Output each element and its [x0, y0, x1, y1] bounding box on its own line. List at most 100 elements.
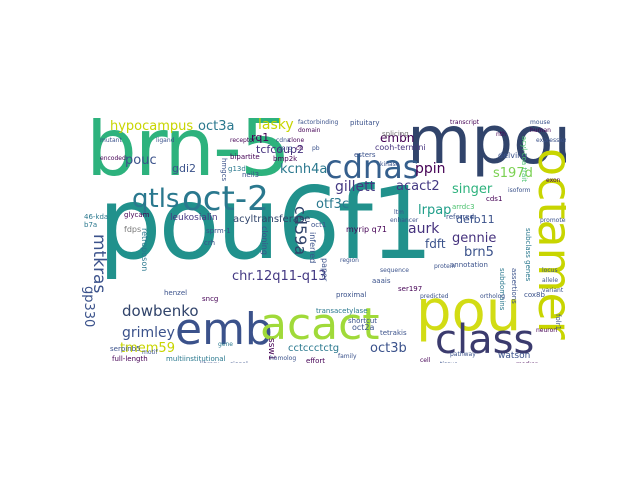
word-octamer: octamer — [528, 148, 566, 340]
word-pituitary: pituitary — [350, 119, 380, 127]
word-inferred: inferred — [308, 232, 317, 264]
word-gs: gs — [278, 145, 285, 152]
word-tmem59: tmem59 — [120, 341, 175, 356]
word-cooh: cooh-termini — [375, 143, 426, 152]
word-esters: esters — [354, 151, 376, 159]
word-ortholog: ortholog — [480, 293, 506, 300]
word-isoform: isoform — [508, 187, 531, 194]
word-promoter: promoter — [540, 217, 566, 224]
word-human: human — [530, 127, 551, 134]
word-mpou: mpou — [407, 118, 566, 179]
word-bipartite: bipartite — [230, 153, 260, 161]
word-kda: 46-kda — [84, 213, 109, 221]
word-serpinb5: serpinb5 — [110, 345, 141, 353]
word-oct2: oct-2 — [182, 179, 269, 219]
word-predicted: predicted — [420, 293, 449, 300]
word-acact: acact — [260, 299, 380, 350]
word-brn5b: brn5 — [464, 245, 494, 260]
word-acylcoa: acyl-coa trait — [520, 136, 528, 182]
word-splicing: splicing — [382, 130, 409, 138]
word-glycam: glycam — [124, 211, 150, 219]
word-rg: rg — [286, 145, 293, 152]
word-cdnas: cdnas — [325, 148, 420, 186]
word-pathway: pathway — [450, 351, 476, 358]
word-subclass: subclass genes — [524, 228, 532, 282]
word-hmgcs: hmgcs — [220, 158, 228, 182]
word-shortcut: shortcut — [348, 317, 378, 325]
word-protein: protein — [434, 263, 456, 270]
word-henzel: henzel — [164, 289, 188, 297]
word-delving: delving — [498, 151, 528, 160]
word-mtkras: mtkras — [89, 234, 109, 294]
word-dowbenko: dowbenko — [122, 302, 199, 320]
word-expression: expression — [536, 137, 566, 144]
word-otf3c: otf3c — [316, 197, 350, 212]
word-gp330: gp330 — [81, 286, 96, 328]
word-fulllength: full-length — [112, 355, 148, 363]
word-paper: paper — [320, 258, 329, 282]
word-crh: crh — [204, 239, 216, 247]
word-factor: factor — [298, 119, 316, 126]
word-embn: embn — [380, 131, 415, 145]
word-neuron: neuron — [536, 327, 558, 334]
word-ser197: ser197 — [398, 285, 423, 293]
word-mouse: mouse — [530, 119, 551, 126]
word-library: library — [200, 362, 219, 364]
word-oct3b: oct3b — [370, 341, 407, 356]
word-sprm1: sprm-1 — [206, 227, 231, 235]
word-subdomains: subdomains — [498, 268, 506, 311]
word-ltm: ltm — [394, 209, 404, 216]
word-neil3: neil3 — [242, 171, 260, 179]
word-chr: chr.12q11-q13 — [232, 269, 327, 284]
word-tcfcoup2: tcfcoup2 — [256, 143, 304, 156]
word-myrip: myrip q71 — [346, 225, 387, 234]
word-grimley: grimley — [122, 325, 175, 341]
word-bmp2k: bmp2k — [273, 155, 298, 163]
word-acact2: acact2 — [396, 179, 440, 194]
word-hypocampus: hypocampus — [110, 119, 194, 134]
word-exon: exon — [546, 177, 561, 184]
word-oct3a: oct3a — [198, 119, 235, 134]
word-region: region — [340, 257, 359, 264]
word-aurk: aurk — [408, 221, 440, 237]
word-watson: watson — [498, 351, 531, 361]
word-binding: binding — [316, 119, 339, 126]
word-nth: nth — [496, 131, 506, 138]
word-cell: cell — [420, 357, 431, 364]
word-variant: variant — [542, 287, 564, 294]
word-arrdc3: arrdc3 — [452, 203, 475, 211]
word-multi: multiinstitutional — [166, 355, 226, 363]
word-cctcc: cctccctctg — [288, 343, 340, 354]
word-enhancer: enhancer — [390, 217, 419, 224]
word-oct2a: oct2a — [352, 323, 375, 332]
word-emb: emb — [175, 304, 273, 355]
word-clone: clone — [288, 137, 305, 144]
word-aaais: aaais — [372, 277, 391, 285]
word-ch: ch — [296, 145, 304, 152]
word-proximal: proximal — [336, 291, 367, 299]
word-gdi2: gdi2 — [172, 162, 197, 175]
word-sequence: sequence — [380, 267, 409, 274]
word-tetrakis: tetrakis — [380, 329, 407, 337]
word-rq1: rq1 — [251, 131, 270, 144]
word-tissue: tissue — [440, 362, 458, 364]
word-pouc: pouc — [125, 153, 157, 168]
word-assertions: assertions — [510, 268, 518, 304]
word-gillett: gillett — [335, 179, 376, 195]
word-kinase: kinase — [380, 161, 400, 168]
word-cd59a: cd59a — [291, 206, 310, 256]
word-referred: referred — [446, 213, 475, 221]
word-homolog: homolog — [270, 355, 297, 362]
word-lasky: lasky — [258, 118, 294, 133]
word-class: class — [435, 317, 535, 363]
word-leukosialin: leukosialin — [170, 213, 218, 223]
word-acyltransferase: acyltransferase — [233, 214, 311, 225]
word-s197d: s197d — [493, 166, 533, 181]
word-motif: motif — [142, 349, 158, 356]
word-family: family — [338, 353, 357, 360]
word-folr1: folr1 — [554, 314, 562, 331]
word-pb: pb — [312, 145, 320, 152]
word-encoded: encoded — [100, 155, 126, 162]
word-singer: singer — [452, 182, 493, 197]
word-annotation: annotation — [450, 261, 488, 269]
